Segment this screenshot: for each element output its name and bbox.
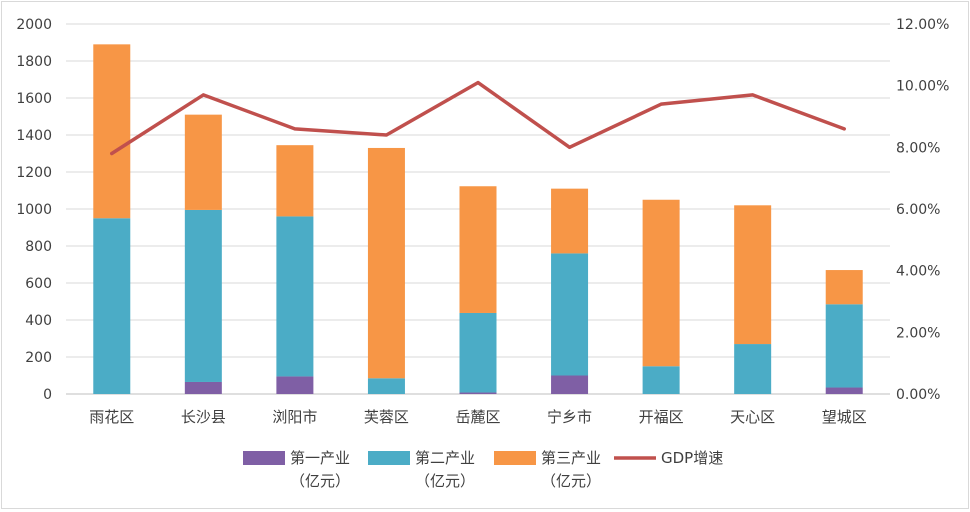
line-point — [201, 93, 205, 97]
bar-segment — [551, 375, 589, 394]
x-tick-label: 雨花区 — [89, 408, 134, 426]
left-axis: 0 200 400 600 800 1000 1200 1400 1600 1800 2000 — [16, 17, 52, 403]
bar-segment — [459, 312, 497, 393]
legend-sublabel: （亿元） — [290, 472, 350, 490]
legend-label: 第三产业 — [541, 449, 601, 467]
right-axis: 0.00% 2.00% 4.00% 6.00% 8.00% 10.00% 12.00% — [896, 17, 949, 403]
legend-swatch — [243, 451, 285, 465]
bar-segment — [184, 209, 222, 382]
y-right-tick-label: 8.00% — [896, 140, 940, 156]
legend-label: GDP增速 — [661, 449, 723, 467]
bar-segment — [367, 147, 405, 379]
y-left-tick-label: 1800 — [16, 54, 52, 70]
y-left-tick-label: 200 — [25, 350, 52, 366]
bar-segment — [276, 145, 314, 217]
y-left-tick-label: 0 — [43, 387, 52, 403]
x-tick-label: 望城区 — [822, 408, 867, 426]
bar-segment — [276, 376, 314, 394]
bar-segment — [734, 205, 772, 345]
line-point — [568, 145, 572, 149]
y-right-tick-label: 6.00% — [896, 202, 940, 218]
bar-segment — [93, 44, 131, 219]
bar-layer — [93, 44, 863, 394]
bar-segment — [459, 392, 497, 394]
y-right-tick-label: 0.00% — [896, 387, 940, 403]
x-tick-label: 浏阳市 — [272, 408, 317, 426]
y-left-tick-label: 1200 — [16, 165, 52, 181]
bar-segment — [184, 381, 222, 394]
line-point — [384, 133, 388, 137]
bar-segment — [551, 253, 589, 376]
x-tick-label: 开福区 — [639, 408, 684, 426]
x-tick-label: 天心区 — [730, 408, 775, 426]
bar-segment — [825, 387, 863, 394]
line-layer — [110, 80, 846, 156]
y-left-tick-label: 600 — [25, 276, 52, 292]
legend-sublabel: （亿元） — [541, 472, 601, 490]
line-point — [842, 127, 846, 131]
y-right-tick-label: 10.00% — [896, 79, 949, 95]
line-point — [751, 93, 755, 97]
y-right-tick-label: 12.00% — [896, 17, 949, 33]
y-right-tick-label: 4.00% — [896, 264, 940, 280]
legend-label: 第二产业 — [415, 449, 475, 467]
line-point — [110, 152, 114, 155]
bar-segment — [276, 216, 314, 377]
bar-segment — [367, 378, 405, 394]
y-left-tick-label: 1400 — [16, 128, 52, 144]
line-point — [659, 102, 663, 106]
line-point — [476, 81, 480, 85]
legend: 第一产业 （亿元） 第二产业 （亿元） 第三产业 （亿元） GDP增速 — [243, 449, 723, 490]
y-left-tick-label: 2000 — [16, 17, 52, 33]
bar-segment — [459, 186, 497, 313]
x-tick-label: 岳麓区 — [455, 408, 500, 426]
y-right-tick-label: 2.00% — [896, 325, 940, 341]
bar-segment — [642, 199, 680, 367]
x-tick-label: 长沙县 — [181, 408, 226, 426]
bar-segment — [93, 218, 131, 394]
x-axis: 雨花区 长沙县 浏阳市 芙蓉区 岳麓区 宁乡市 开福区 天心区 望城区 — [89, 408, 866, 426]
y-left-tick-label: 400 — [25, 313, 52, 329]
y-left-tick-label: 800 — [25, 239, 52, 255]
bar-segment — [825, 270, 863, 305]
legend-swatch — [494, 451, 536, 465]
legend-swatch — [368, 451, 410, 465]
bar-segment — [642, 366, 680, 394]
legend-label: 第一产业 — [290, 449, 350, 467]
legend-sublabel: （亿元） — [415, 472, 475, 490]
x-tick-label: 宁乡市 — [547, 408, 592, 426]
bar-segment — [184, 114, 222, 210]
bar-segment — [734, 344, 772, 394]
y-left-tick-label: 1600 — [16, 91, 52, 107]
y-left-tick-label: 1000 — [16, 202, 52, 218]
line-point — [293, 127, 297, 131]
bar-segment — [551, 188, 589, 254]
bar-segment — [825, 304, 863, 388]
x-tick-label: 芙蓉区 — [364, 408, 409, 426]
